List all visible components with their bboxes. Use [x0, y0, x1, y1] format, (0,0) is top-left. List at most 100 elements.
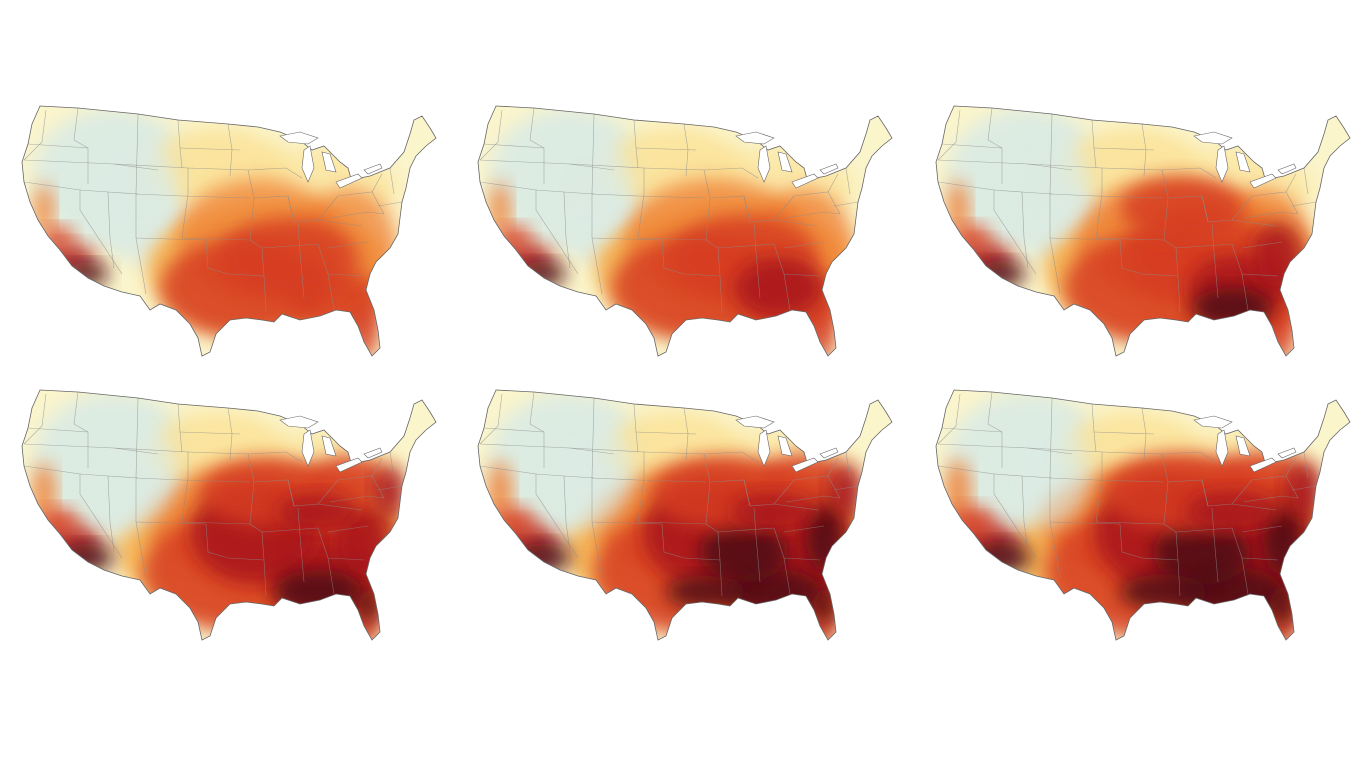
state-line	[181, 479, 251, 483]
state-line	[135, 521, 207, 525]
state-line	[1285, 457, 1297, 477]
lake	[1277, 163, 1297, 175]
state-line	[783, 241, 825, 249]
lake	[791, 457, 819, 473]
state-line	[529, 391, 545, 468]
state-line	[337, 475, 385, 499]
lake	[1235, 435, 1251, 457]
map-3	[935, 105, 1351, 357]
state-line	[1243, 211, 1299, 219]
state-line	[827, 173, 839, 193]
state-line	[27, 143, 89, 149]
state-line	[261, 527, 319, 533]
state-line	[1049, 237, 1121, 241]
state-line	[1231, 219, 1277, 227]
state-line	[327, 241, 369, 249]
lake	[1193, 131, 1233, 145]
state-line	[479, 181, 579, 275]
lake	[791, 173, 819, 189]
state-line	[591, 397, 603, 579]
lake	[279, 415, 319, 429]
state-line	[23, 465, 123, 559]
lake	[1215, 429, 1229, 467]
state-line	[785, 495, 841, 503]
state-line	[73, 107, 89, 184]
state-line	[73, 391, 89, 468]
state-line	[591, 237, 663, 241]
state-line	[783, 273, 821, 277]
lake	[1249, 457, 1277, 473]
state-line	[1095, 195, 1165, 199]
state-line	[1251, 191, 1299, 215]
map-2	[477, 105, 893, 357]
state-line	[753, 223, 761, 299]
lake	[363, 163, 383, 175]
state-line	[661, 239, 721, 277]
state-line	[371, 457, 383, 477]
map-panel-2	[474, 98, 898, 366]
lake	[335, 173, 363, 189]
map-panel-3	[932, 98, 1356, 366]
state-line	[227, 123, 233, 177]
state-line	[783, 557, 821, 561]
state-line	[1141, 123, 1147, 177]
state-line	[793, 191, 841, 215]
state-line	[227, 407, 233, 461]
state-line	[937, 181, 1037, 275]
state-line	[753, 507, 761, 583]
lake	[301, 145, 315, 183]
state-line	[23, 181, 123, 275]
state-line	[591, 193, 639, 197]
lake	[1249, 173, 1277, 189]
state-line	[179, 147, 241, 151]
state-line	[705, 239, 723, 313]
state-line	[703, 167, 759, 179]
state-line	[107, 191, 115, 269]
map-4	[21, 389, 437, 641]
state-line	[135, 477, 183, 481]
state-line	[637, 195, 707, 199]
state-line	[327, 557, 365, 561]
state-line	[987, 107, 1003, 184]
state-line	[261, 243, 319, 249]
state-line	[1211, 223, 1219, 299]
lake	[777, 151, 793, 173]
state-line	[793, 475, 841, 499]
state-line	[297, 223, 305, 299]
state-line	[23, 109, 47, 161]
state-line	[479, 465, 579, 559]
state-line	[783, 525, 825, 533]
state-line	[113, 163, 189, 239]
state-line	[529, 107, 545, 184]
state-line	[135, 397, 147, 579]
lake	[735, 415, 775, 429]
state-line	[635, 431, 697, 435]
state-line	[1241, 557, 1279, 561]
state-line	[247, 451, 303, 463]
state-line	[635, 147, 697, 151]
state-line	[941, 427, 1003, 433]
state-line	[703, 451, 759, 463]
heat-field	[22, 390, 436, 640]
state-line	[591, 113, 603, 295]
lake	[335, 457, 363, 473]
state-line	[377, 201, 403, 207]
state-line	[329, 211, 385, 219]
state-line	[1021, 475, 1029, 553]
state-line	[1241, 241, 1283, 249]
state-line	[1175, 243, 1233, 249]
state-line	[483, 427, 545, 433]
state-line	[937, 109, 961, 161]
state-line	[1027, 447, 1103, 523]
state-line	[1241, 273, 1279, 277]
state-line	[1141, 407, 1147, 461]
lake	[819, 447, 839, 459]
map-panel-5	[474, 382, 898, 650]
state-line	[205, 239, 265, 277]
state-line	[591, 477, 639, 481]
state-line	[389, 167, 395, 195]
state-line	[249, 523, 267, 597]
state-line	[1285, 173, 1297, 193]
lake	[735, 131, 775, 145]
state-line	[135, 237, 207, 241]
